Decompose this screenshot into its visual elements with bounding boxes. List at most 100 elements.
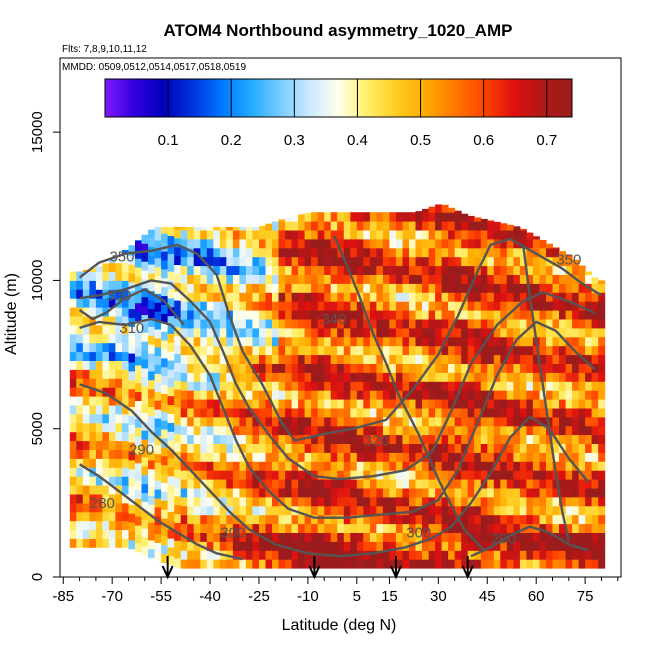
heatmap-cell <box>213 319 221 329</box>
heatmap-cell <box>226 470 234 480</box>
heatmap-cell <box>598 399 606 409</box>
heatmap-cell <box>376 443 384 453</box>
heatmap-cell <box>95 449 103 459</box>
heatmap-cell <box>76 387 84 397</box>
heatmap-cell <box>598 470 606 480</box>
heatmap-cell <box>532 443 540 453</box>
heatmap-cell <box>245 319 253 329</box>
heatmap-cell <box>337 327 345 338</box>
heatmap-cell <box>317 212 325 222</box>
heatmap-cell <box>363 479 371 489</box>
heatmap-cell <box>552 390 560 400</box>
heatmap-cell <box>539 470 547 480</box>
heatmap-cell <box>272 416 279 427</box>
heatmap-cell <box>324 514 332 525</box>
heatmap-cell <box>259 292 266 302</box>
heatmap-cell <box>428 247 436 258</box>
heatmap-cell <box>389 541 397 551</box>
heatmap-cell <box>154 418 162 428</box>
heatmap-cell <box>115 271 123 281</box>
heatmap-cell <box>441 310 449 320</box>
heatmap-cell <box>285 230 293 240</box>
heatmap-cell <box>102 502 110 513</box>
heatmap-cell <box>239 399 247 409</box>
heatmap-cell <box>369 310 377 320</box>
heatmap-cell <box>239 238 247 249</box>
heatmap-cell <box>591 381 599 391</box>
heatmap-cell <box>585 443 593 453</box>
heatmap-cell <box>76 333 84 344</box>
heatmap-cell <box>330 434 338 444</box>
heatmap-cell <box>591 514 599 525</box>
heatmap-cell <box>337 523 345 533</box>
heatmap-cell <box>356 479 364 489</box>
heatmap-cell <box>272 345 279 356</box>
heatmap-cell <box>513 381 521 391</box>
heatmap-cell <box>324 505 332 516</box>
heatmap-cell <box>350 345 358 356</box>
heatmap-cell <box>317 381 325 391</box>
heatmap-cell <box>245 541 253 551</box>
heatmap-cell <box>552 372 560 382</box>
heatmap-cell <box>174 469 182 479</box>
heatmap-cell <box>428 363 436 373</box>
heatmap-cell <box>572 310 580 320</box>
heatmap-cell <box>180 247 188 258</box>
heatmap-cell <box>69 431 77 442</box>
heatmap-cell <box>187 514 195 525</box>
heatmap-cell <box>454 381 462 391</box>
heatmap-cell <box>311 425 319 436</box>
heatmap-cell <box>487 336 495 347</box>
heatmap-cell <box>428 265 436 275</box>
heatmap-cell <box>428 206 436 213</box>
heatmap-cell <box>448 319 456 329</box>
heatmap-cell <box>500 336 508 347</box>
heatmap-cell <box>487 559 495 569</box>
heatmap-cell <box>206 247 214 258</box>
heatmap-cell <box>363 514 371 525</box>
heatmap-cell <box>500 452 508 462</box>
heatmap-cell <box>187 434 195 444</box>
heatmap-cell <box>174 495 182 506</box>
heatmap-cell <box>585 399 593 409</box>
heatmap-cell <box>213 461 221 471</box>
heatmap-cell <box>298 301 306 311</box>
heatmap-cell <box>552 408 560 418</box>
heatmap-cell <box>311 416 319 427</box>
heatmap-cell <box>591 399 599 409</box>
heatmap-cell <box>272 514 279 525</box>
heatmap-cell <box>506 505 514 516</box>
heatmap-cell <box>304 550 312 560</box>
heatmap-cell <box>474 541 482 551</box>
heatmap-cell <box>252 227 260 231</box>
heatmap-cell <box>291 363 299 373</box>
heatmap-cell <box>324 425 332 436</box>
heatmap-cell <box>115 476 123 486</box>
heatmap-cell <box>317 319 325 329</box>
heatmap-cell <box>82 502 90 513</box>
x-tick-label: 30 <box>430 588 447 605</box>
heatmap-cell <box>487 265 495 275</box>
heatmap-cell <box>415 523 423 533</box>
heatmap-cell <box>337 496 345 507</box>
heatmap-cell <box>141 510 149 520</box>
heatmap-cell <box>232 227 240 231</box>
heatmap-cell <box>193 408 201 418</box>
heatmap-cell <box>500 505 508 516</box>
heatmap-cell <box>454 283 462 293</box>
heatmap-cell <box>239 559 247 569</box>
heatmap-cell <box>559 559 566 569</box>
heatmap-cell <box>193 461 201 471</box>
heatmap-cell <box>226 461 234 471</box>
heatmap-cell <box>539 425 547 436</box>
heatmap-cell <box>356 408 364 418</box>
heatmap-cell <box>141 483 149 493</box>
heatmap-cell <box>128 370 136 381</box>
heatmap-cell <box>89 458 97 468</box>
heatmap-cell <box>272 363 279 373</box>
heatmap-cell <box>409 354 416 364</box>
heatmap-cell <box>226 247 234 258</box>
heatmap-cell <box>148 353 156 363</box>
heatmap-cell <box>272 399 279 409</box>
